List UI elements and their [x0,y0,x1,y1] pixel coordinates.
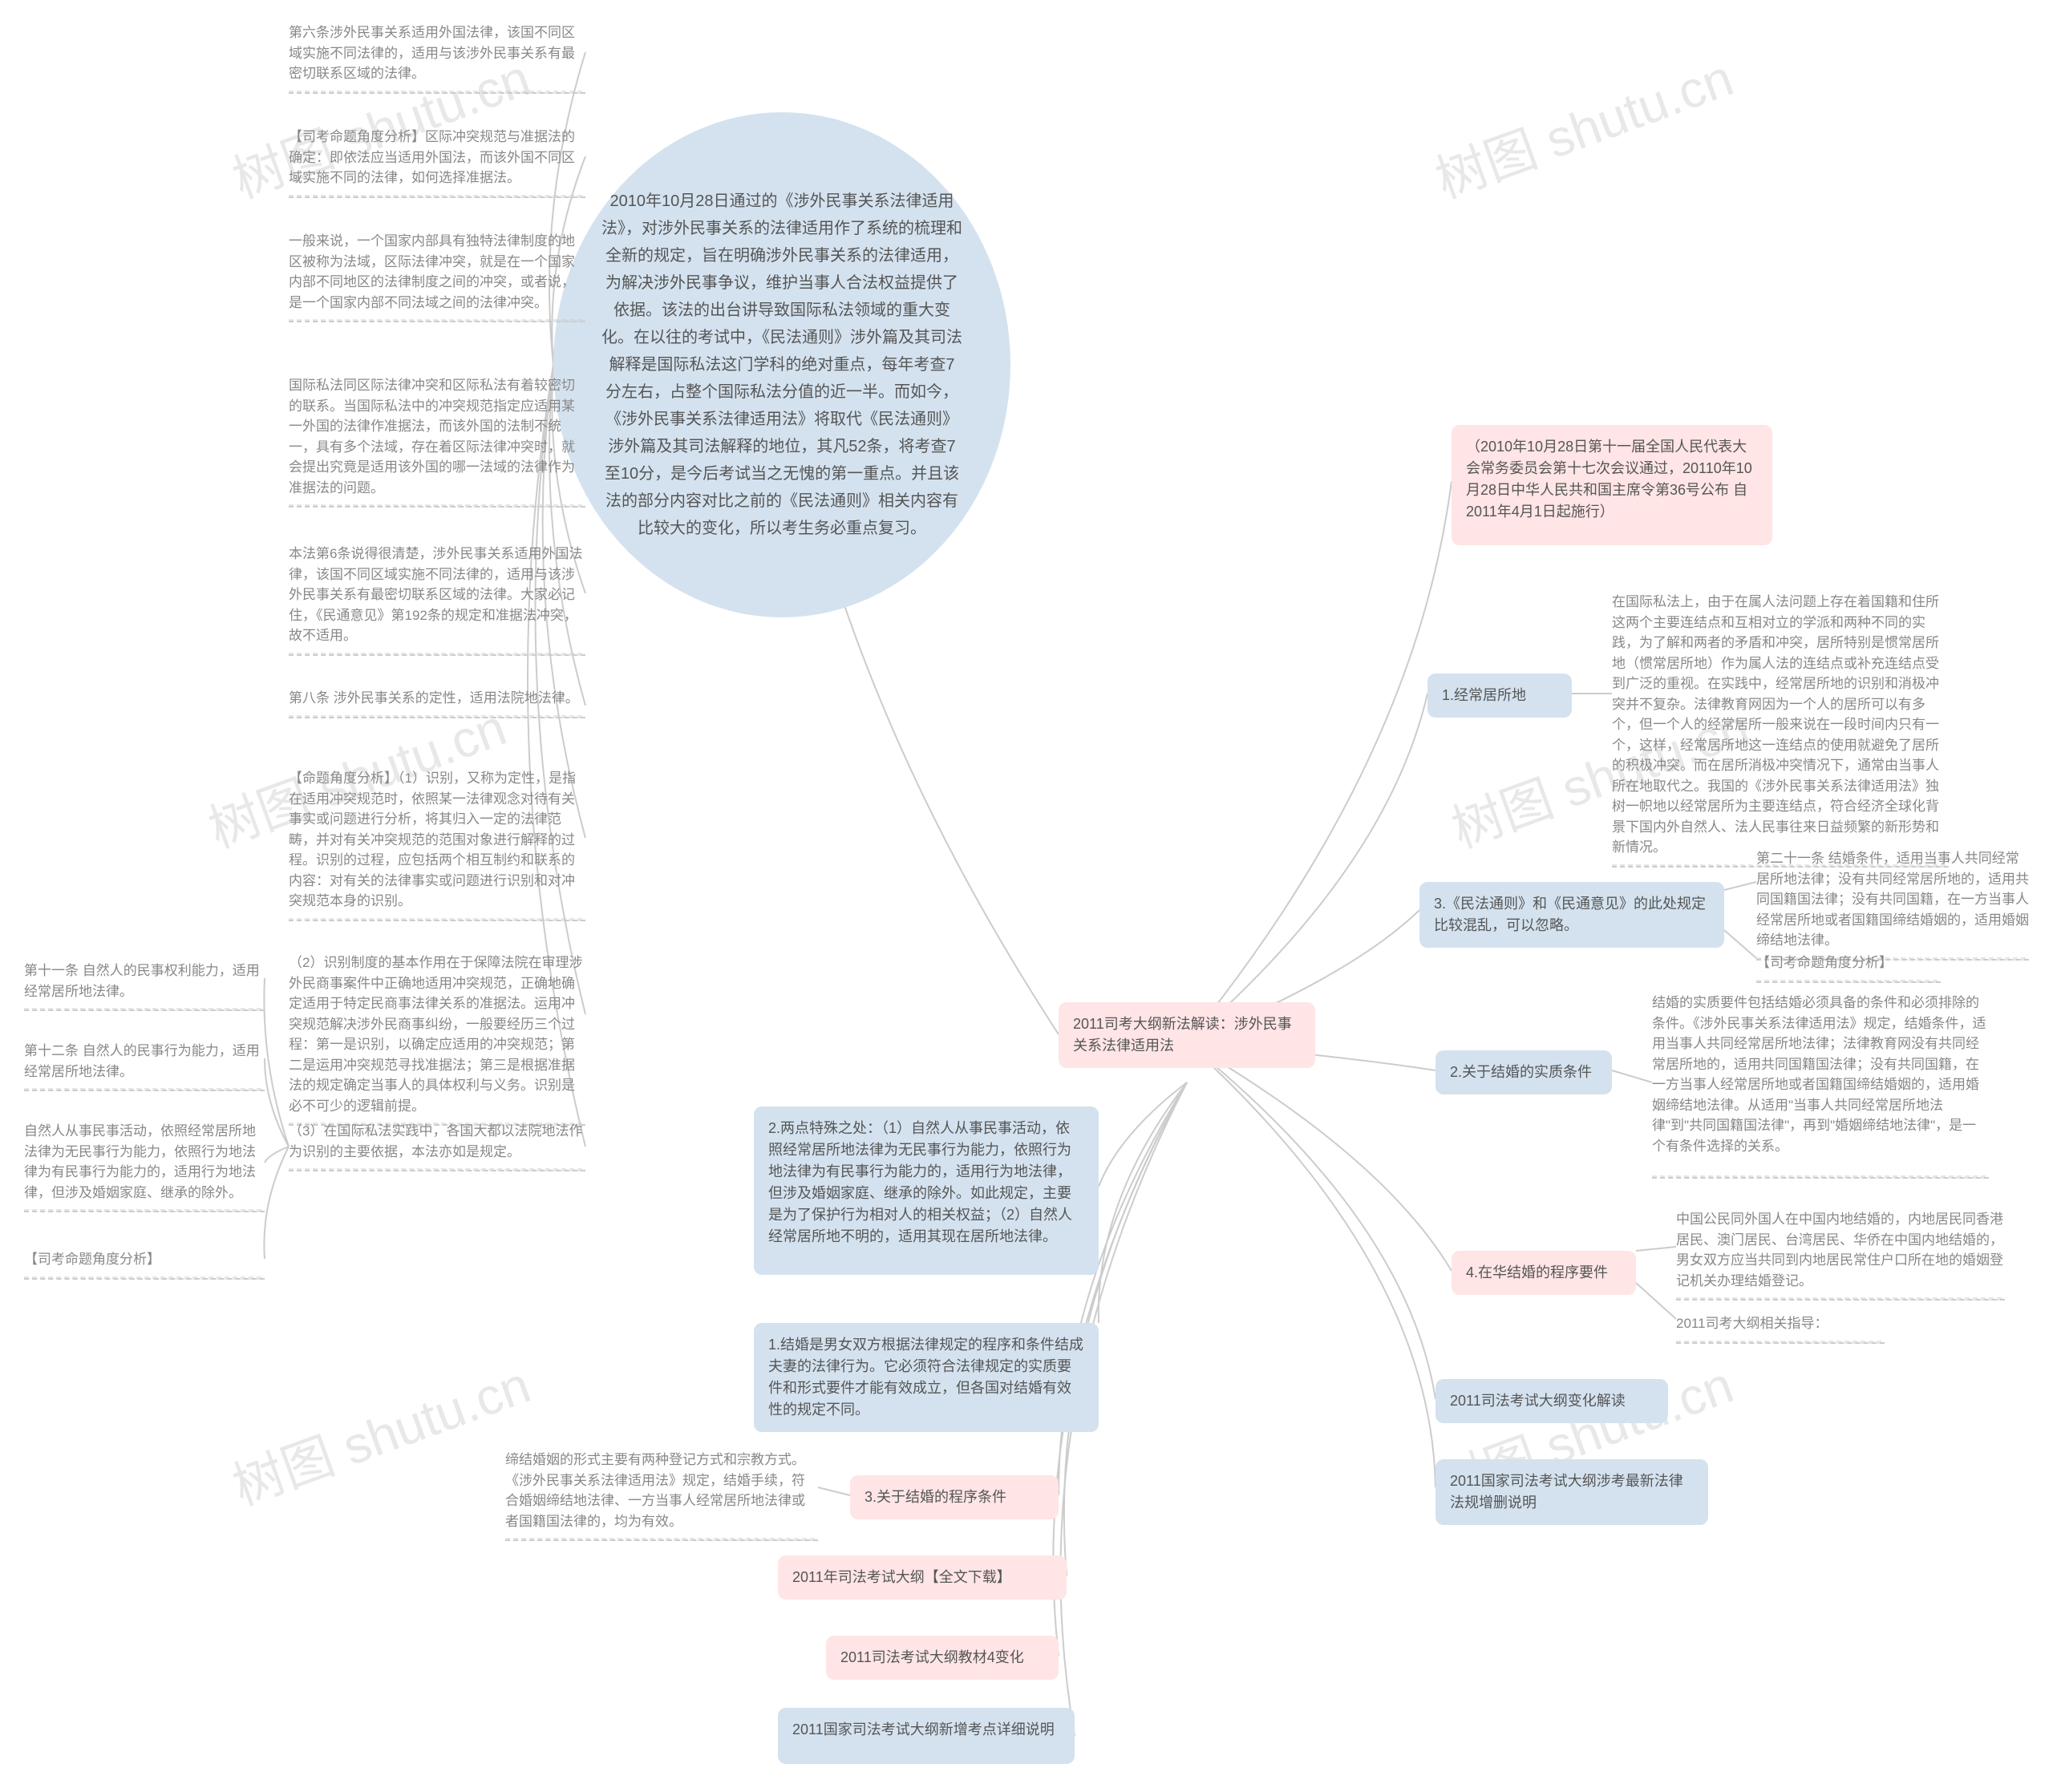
node-text: 【司考命题角度分析】 [1756,955,1893,970]
connector [1187,1042,1435,1399]
main-summary-text: 2010年10月28日通过的《涉外民事关系法律适用法》，对涉外民事关系的法律适用… [601,188,962,542]
node-text: 1.经常居所地 [1442,687,1526,703]
node-text: 2011国家司法考试大纲新增考点详细说明 [792,1721,1055,1737]
note-text: （2）识别制度的基本作用在于保障法院在审理涉外民商事案件中正确地适用冲突规范，正… [289,955,582,1114]
root-label: 2011司考大纲新法解读：涉外民事关系法律适用法 [1073,1016,1292,1054]
note-text: 第六条涉外民事关系适用外国法律，该国不同区域实施不同法律的，适用与该涉外民事关系… [289,25,575,81]
branch-node-b3n: 缔结婚姻的形式主要有两种登记方式和宗教方式。《涉外民事关系法律适用法》规定，结婚… [505,1443,818,1541]
connector [1724,882,1756,890]
node-text: 2.两点特殊之处：（1）自然人从事民事活动，依照经常居所地法律为无民事行为能力，… [768,1120,1072,1244]
node-text: 第二十一条 结婚条件，适用当事人共同经常居所地法律；没有共同经常居所地的，适用共… [1756,851,2029,948]
node-text: 2.关于结婚的实质条件 [1450,1064,1592,1080]
note-l1: 第六条涉外民事关系适用外国法律，该国不同区域实施不同法律的，适用与该涉外民事关系… [289,16,585,94]
branch-node-r4note: 结婚的实质要件包括结婚必须具备的条件和必须排除的条件。《涉外民事关系法律适用法》… [1652,986,1989,1179]
node-text: 缔结婚姻的形式主要有两种登记方式和宗教方式。《涉外民事关系法律适用法》规定，结婚… [505,1452,805,1529]
note-text: 一般来说，一个国家内部具有独特法律制度的地区被称为法域，区际法律冲突，就是在一个… [289,233,575,310]
branch-node-b1[interactable]: 1.结婚是男女双方根据法律规定的程序和条件结成夫妻的法律行为。它必须符合法律规定… [754,1323,1099,1432]
node-text: 2011年司法考试大纲【全文下载】 [792,1569,1011,1585]
note-l6: 第八条 涉外民事关系的定性，适用法院地法律。 [289,682,585,718]
connector [818,1487,850,1495]
node-text: 3.关于结婚的程序条件 [865,1489,1006,1505]
branch-node-r4[interactable]: 2.关于结婚的实质条件 [1435,1050,1612,1094]
watermark: 树图 shutu.cn [221,1344,539,1519]
note-text: 【命题角度分析】（1）识别，又称为定性，是指在适用冲突规范时，依照某一法律观念对… [289,771,576,908]
connector [1187,481,1452,1042]
connector [265,1147,289,1163]
note-text: 【司考命题角度分析】 [24,1252,160,1267]
main-summary-node[interactable]: 2010年10月28日通过的《涉外民事关系法律适用法》，对涉外民事关系的法律适用… [553,112,1010,617]
node-text: 4.在华结婚的程序要件 [1466,1264,1608,1280]
branch-node-r3a: 第二十一条 结婚条件，适用当事人共同经常居所地法律；没有共同经常居所地的，适用共… [1756,842,2029,961]
note-fl3: 自然人从事民事活动，依照经常居所地法律为无民事行为能力，依照行为地法律为有民事行… [24,1114,265,1212]
note-l9: （3）在国际私法实践中，各国大都以法院地法作为识别的主要依据，本法亦如是规定。 [289,1114,585,1171]
note-fl4: 【司考命题角度分析】 [24,1243,265,1280]
connector [264,1147,289,1259]
node-text: 1.结婚是男女双方根据法律规定的程序和条件结成夫妻的法律行为。它必须符合法律规定… [768,1337,1083,1418]
branch-node-r1[interactable]: （2010年10月28日第十一届全国人民代表大会常务委员会第十七次会议通过，20… [1452,425,1772,545]
node-text: 2011司法考试大纲教材4变化 [840,1649,1024,1665]
branch-node-r5b: 2011司考大纲相关指导： [1676,1307,1885,1344]
branch-node-r5[interactable]: 4.在华结婚的程序要件 [1452,1251,1636,1295]
branch-node-r3[interactable]: 3.《民法通则》和《民通意见》的此处规定比较混乱，可以忽略。 [1419,882,1724,948]
node-text: 2011国家司法考试大纲涉考最新法律法规增删说明 [1450,1473,1683,1511]
note-l5: 本法第6条说得很清楚，涉外民事关系适用外国法律，该国不同区域实施不同法律的，适用… [289,537,585,656]
node-text: 结婚的实质要件包括结婚必须具备的条件和必须排除的条件。《涉外民事关系法律适用法》… [1652,995,1986,1154]
note-l4: 国际私法同区际法律冲突和区际私法有着较密切的联系。当国际私法中的冲突规范指定应适… [289,369,585,508]
branch-node-r2[interactable]: 1.经常居所地 [1427,674,1572,718]
node-text: （2010年10月28日第十一届全国人民代表大会常务委员会第十七次会议通过，20… [1466,439,1752,520]
connector [1636,1283,1676,1319]
connector [1187,1042,1452,1271]
connector [1099,1082,1187,1323]
note-fl2: 第十二条 自然人的民事行为能力，适用经常居所地法律。 [24,1034,265,1091]
node-text: 在国际私法上，由于在属人法问题上存在着国籍和住所这两个主要连结点和互相对立的学派… [1612,594,1939,855]
note-text: 第十一条 自然人的民事权利能力，适用经常居所地法律。 [24,963,260,999]
note-text: 第十二条 自然人的民事行为能力，适用经常居所地法律。 [24,1043,260,1079]
node-text: 3.《民法通则》和《民通意见》的此处规定比较混乱，可以忽略。 [1434,896,1706,933]
connector [1187,694,1427,1042]
note-text: （3）在国际私法实践中，各国大都以法院地法作为识别的主要依据，本法亦如是规定。 [289,1123,582,1159]
note-l3: 一般来说，一个国家内部具有独特法律制度的地区被称为法域，区际法律冲突，就是在一个… [289,225,585,322]
branch-node-b6[interactable]: 2011国家司法考试大纲新增考点详细说明 [778,1708,1075,1764]
branch-node-b5[interactable]: 2011司法考试大纲教材4变化 [826,1636,1059,1680]
connector [1612,1070,1652,1082]
note-l7: 【命题角度分析】（1）识别，又称为定性，是指在适用冲突规范时，依照某一法律观念对… [289,762,585,921]
node-text: 中国公民同外国人在中国内地结婚的，内地居民同香港居民、澳门居民、台湾居民、华侨在… [1676,1212,2003,1288]
branch-node-r7[interactable]: 2011国家司法考试大纲涉考最新法律法规增删说明 [1435,1459,1708,1525]
note-text: 【司考命题角度分析】区际冲突规范与准据法的确定：即依法应当适用外国法，而该外国不… [289,129,575,185]
note-text: 本法第6条说得很清楚，涉外民事关系适用外国法律，该国不同区域实施不同法律的，适用… [289,546,582,643]
branch-node-b3[interactable]: 3.关于结婚的程序条件 [850,1475,1059,1519]
connector [1724,930,1756,958]
node-text: 2011司法考试大纲变化解读 [1450,1393,1626,1409]
note-l8: （2）识别制度的基本作用在于保障法院在审理涉外民商事案件中正确地适用冲突规范，正… [289,946,585,1126]
branch-node-b4[interactable]: 2011年司法考试大纲【全文下载】 [778,1555,1067,1600]
branch-node-r2note: 在国际私法上，由于在属人法问题上存在着国籍和住所这两个主要连结点和互相对立的学派… [1612,585,1949,868]
branch-node-r5a: 中国公民同外国人在中国内地结婚的，内地居民同香港居民、澳门居民、台湾居民、华侨在… [1676,1203,2005,1301]
note-text: 国际私法同区际法律冲突和区际私法有着较密切的联系。当国际私法中的冲突规范指定应适… [289,378,575,496]
connector [1187,1042,1435,1487]
connector [264,978,289,1147]
branch-node-b2[interactable]: 2.两点特殊之处：（1）自然人从事民事活动，依照经常居所地法律为无民事行为能力，… [754,1106,1099,1275]
root-node[interactable]: 2011司考大纲新法解读：涉外民事关系法律适用法 [1059,1002,1315,1068]
connector [1099,1082,1187,1187]
connector [1636,1247,1676,1251]
watermark: 树图 shutu.cn [1424,37,1742,212]
note-fl1: 第十一条 自然人的民事权利能力，适用经常居所地法律。 [24,954,265,1011]
node-text: 2011司考大纲相关指导： [1676,1316,1828,1331]
note-text: 第八条 涉外民事关系的定性，适用法院地法律。 [289,690,579,706]
note-text: 自然人从事民事活动，依照经常居所地法律为无民事行为能力，依照行为地法律为有民事行… [24,1123,256,1200]
branch-node-r6[interactable]: 2011司法考试大纲变化解读 [1435,1379,1668,1423]
note-l2: 【司考命题角度分析】区际冲突规范与准据法的确定：即依法应当适用外国法，而该外国不… [289,120,585,198]
connector [265,1058,289,1147]
branch-node-r3b: 【司考命题角度分析】 [1756,946,1941,983]
